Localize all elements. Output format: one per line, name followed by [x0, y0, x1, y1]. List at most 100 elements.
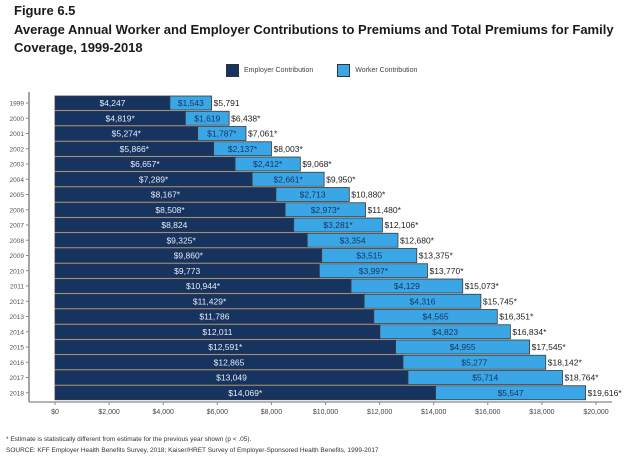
- data-label-worker: $4,565: [423, 312, 449, 322]
- data-label-worker: $2,661*: [274, 174, 304, 184]
- data-label-worker: $3,515: [356, 251, 382, 261]
- source-note: SOURCE: KFF Employer Health Benefits Sur…: [6, 447, 379, 454]
- data-label-employer: $4,247: [99, 98, 125, 108]
- legend-swatch-employer: [226, 64, 239, 77]
- data-label-employer: $10,944*: [186, 281, 221, 291]
- bar-worker: [395, 339, 531, 355]
- data-label-total: $18,142*: [548, 357, 583, 367]
- legend: Employer Contribution Worker Contributio…: [226, 64, 427, 77]
- bar-worker: [350, 278, 464, 294]
- x-tick-label: $18,000: [529, 409, 554, 416]
- x-tick-label: $8,000: [261, 409, 283, 416]
- y-tick-label: 2002: [10, 146, 25, 153]
- data-label-employer: $8,824: [161, 220, 187, 230]
- bar-worker: [321, 248, 418, 263]
- data-label-worker: $1,787*: [207, 129, 237, 139]
- data-label-worker: $5,277: [461, 357, 487, 367]
- data-label-employer: $4,819*: [106, 113, 136, 123]
- y-tick-label: 2014: [10, 329, 25, 336]
- data-label-total: $11,480*: [368, 205, 402, 215]
- data-label-total: $19,616*: [588, 388, 623, 398]
- y-tick-label: 2017: [10, 375, 25, 382]
- x-tick-label: $2,000: [98, 409, 120, 416]
- bar-worker: [379, 324, 511, 340]
- y-tick-label: 2018: [10, 390, 25, 397]
- bar-worker: [251, 171, 325, 187]
- bar-worker: [184, 110, 230, 126]
- data-label-total: $13,770*: [429, 266, 464, 276]
- y-tick-label: 2000: [10, 116, 25, 123]
- data-label-worker: $2,412*: [253, 159, 283, 169]
- y-tick-label: 2003: [10, 162, 25, 169]
- y-tick-label: 2015: [10, 345, 25, 352]
- data-label-total: $16,351*: [499, 312, 534, 322]
- data-label-total: $12,106*: [384, 220, 419, 230]
- bar-worker: [435, 385, 587, 401]
- data-label-total: $8,003*: [273, 144, 303, 154]
- data-label-total: $15,745*: [483, 296, 518, 306]
- data-label-total: $9,068*: [302, 159, 332, 169]
- x-tick-label: $16,000: [475, 409, 500, 416]
- data-label-employer: $12,591*: [208, 342, 243, 352]
- data-label-total: $18,764*: [565, 373, 600, 383]
- x-tick-label: $4,000: [152, 409, 174, 416]
- bar-worker: [407, 370, 563, 385]
- bar-worker: [169, 95, 213, 111]
- bar-worker: [234, 156, 301, 172]
- data-label-worker: $5,714: [472, 373, 498, 383]
- footnote: * Estimate is statistically different fr…: [6, 436, 252, 443]
- y-tick-label: 2004: [10, 177, 25, 184]
- chart-title: Average Annual Worker and Employer Contr…: [14, 22, 614, 55]
- data-label-employer: $12,011: [202, 327, 232, 337]
- y-tick-label: 2013: [10, 314, 25, 321]
- data-label-worker: $2,973*: [311, 205, 341, 215]
- y-tick-label: 2006: [10, 207, 25, 214]
- y-tick-label: 2010: [10, 268, 25, 275]
- bar-worker: [284, 202, 366, 218]
- data-label-total: $7,061*: [248, 129, 278, 139]
- data-label-worker: $1,543: [178, 98, 204, 108]
- bar-worker: [275, 187, 350, 202]
- legend-item-worker: Worker Contribution: [337, 64, 417, 77]
- y-tick-label: 2005: [10, 192, 25, 199]
- data-label-employer: $14,069*: [228, 388, 263, 398]
- bar-worker: [197, 126, 247, 141]
- bar-worker: [363, 293, 482, 309]
- data-label-employer: $5,274*: [112, 129, 142, 139]
- bar-worker: [402, 354, 547, 370]
- bar-worker: [306, 232, 399, 248]
- data-label-worker: $4,129: [394, 281, 420, 291]
- data-label-worker: $4,316: [410, 296, 436, 306]
- data-label-worker: $2,713: [300, 190, 326, 200]
- data-label-employer: $6,657*: [130, 159, 160, 169]
- legend-item-employer: Employer Contribution: [226, 64, 313, 77]
- data-label-employer: $8,167*: [151, 190, 181, 200]
- data-label-total: $13,375*: [419, 251, 454, 261]
- x-tick-label: $20,000: [583, 409, 608, 416]
- data-label-employer: $9,325*: [166, 235, 196, 245]
- bar-worker: [293, 217, 383, 233]
- bar-worker: [373, 309, 498, 324]
- bar-worker: [213, 141, 272, 157]
- data-label-total: $9,950*: [326, 174, 356, 184]
- x-tick-label: $10,000: [313, 409, 338, 416]
- y-tick-label: 2012: [10, 299, 25, 306]
- legend-swatch-worker: [337, 64, 351, 77]
- data-label-worker: $4,823: [432, 327, 458, 337]
- y-tick-label: 2016: [10, 360, 25, 367]
- data-label-worker: $3,354: [340, 235, 366, 245]
- data-label-worker: $1,619: [194, 113, 220, 123]
- data-label-employer: $13,049: [216, 373, 247, 383]
- y-tick-label: 2008: [10, 238, 25, 245]
- legend-label-worker: Worker Contribution: [355, 67, 418, 74]
- x-tick-label: $14,000: [421, 409, 446, 416]
- bar-worker: [318, 263, 428, 279]
- data-label-employer: $9,773: [174, 266, 200, 276]
- y-tick-label: 1999: [10, 101, 25, 108]
- x-tick-label: $0: [51, 409, 59, 416]
- y-tick-label: 2011: [10, 284, 24, 291]
- x-tick-label: $12,000: [367, 409, 392, 416]
- data-label-total: $6,438*: [231, 113, 261, 123]
- data-label-employer: $8,508*: [155, 205, 185, 215]
